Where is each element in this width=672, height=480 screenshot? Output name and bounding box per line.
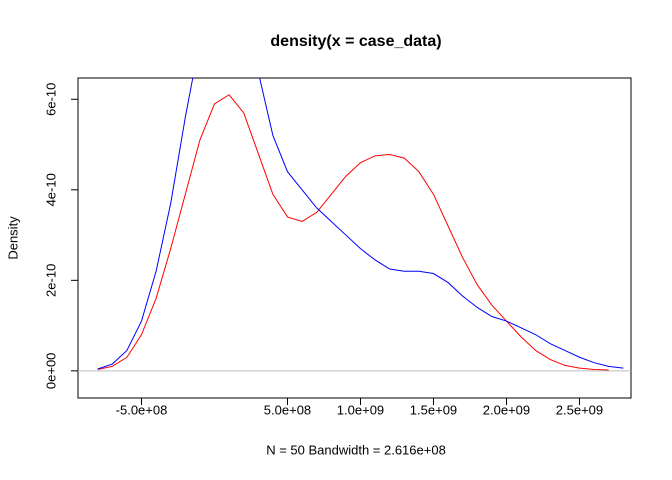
x-axis-label: N = 50 Bandwidth = 2.616e+08 (266, 442, 446, 457)
y-tick-label: 6e-10 (43, 83, 58, 116)
y-tick-label: 4e-10 (43, 173, 58, 206)
density-line (97, 94, 609, 371)
chart-title: density(x = case_data) (270, 33, 441, 50)
x-tick-label: 2.0e+09 (483, 402, 530, 417)
x-tick-label: 2.5e+09 (556, 402, 603, 417)
density-line (97, 78, 624, 370)
x-tick-label: 1.5e+09 (410, 402, 457, 417)
x-tick-label: -5.0e+08 (116, 402, 168, 417)
y-tick-label: 0e+00 (43, 353, 58, 390)
y-axis-label: Density (5, 216, 20, 260)
x-tick-label: 1.0e+09 (337, 402, 384, 417)
y-tick-label: 2e-10 (43, 264, 58, 297)
x-tick-label: 5.0e+08 (264, 402, 311, 417)
plot-box (77, 77, 632, 399)
